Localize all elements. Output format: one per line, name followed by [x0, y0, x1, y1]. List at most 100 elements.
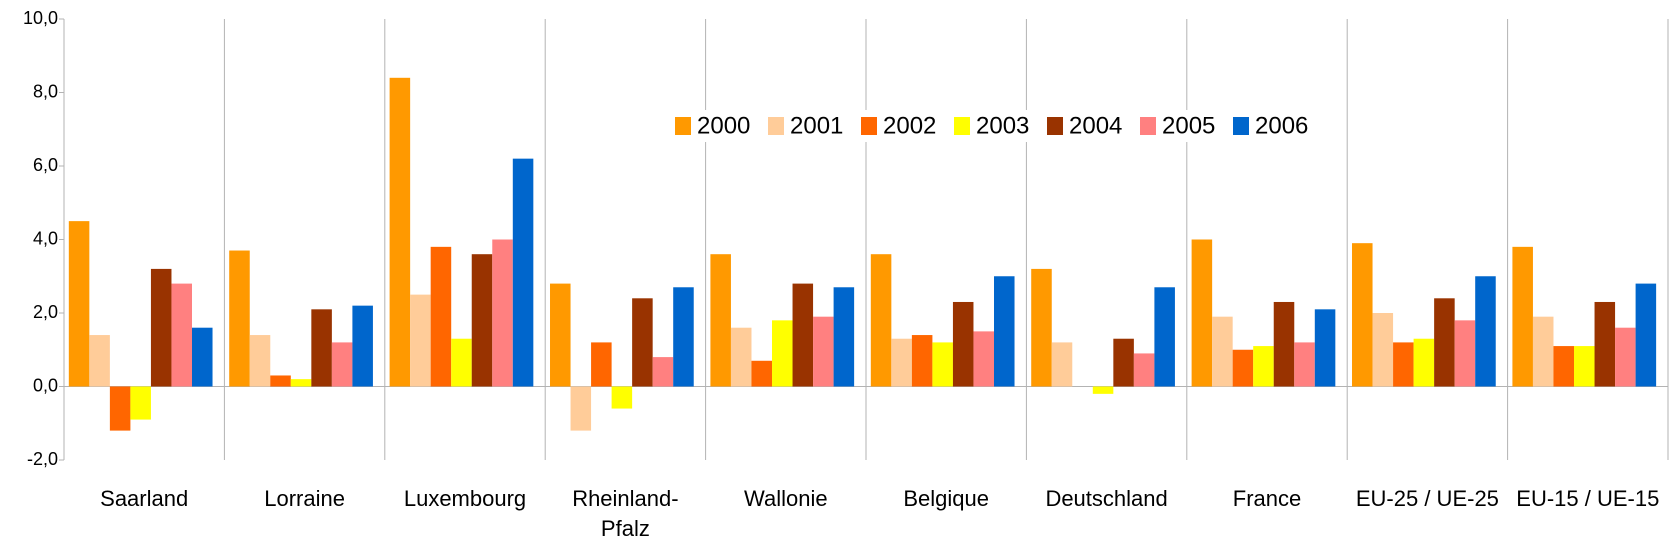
- bar: [813, 316, 834, 387]
- bar: [290, 379, 312, 387]
- bar: [1352, 243, 1373, 387]
- y-tick-label: 6,0: [33, 155, 58, 175]
- bar: [1253, 346, 1274, 387]
- bar: [833, 287, 855, 387]
- legend-swatch: [1140, 117, 1156, 135]
- y-tick-label: 0,0: [33, 375, 58, 395]
- y-tick-label: -2,0: [27, 449, 58, 469]
- bar: [150, 268, 172, 387]
- legend-label: 2004: [1069, 112, 1122, 139]
- bar: [772, 320, 793, 387]
- x-tick-label: EU-15 / UE-15: [1516, 486, 1660, 511]
- bar: [1372, 313, 1394, 387]
- bar: [492, 239, 513, 387]
- y-tick-label: 4,0: [33, 228, 58, 248]
- bar: [331, 342, 353, 387]
- bar: [1051, 342, 1073, 387]
- bar: [611, 386, 633, 409]
- bar: [171, 283, 192, 387]
- bar: [632, 298, 653, 387]
- bar: [1113, 338, 1134, 387]
- legend-swatch: [768, 117, 784, 135]
- bar: [512, 158, 534, 387]
- legend-swatch: [1047, 117, 1063, 135]
- legend-label: 2002: [883, 112, 936, 139]
- bar: [550, 283, 571, 387]
- bar: [1273, 301, 1295, 387]
- bar: [952, 301, 974, 387]
- bar: [1092, 386, 1114, 394]
- legend-label: 2003: [976, 112, 1029, 139]
- bar: [389, 77, 411, 387]
- bar: [730, 327, 752, 387]
- bar: [130, 386, 151, 420]
- bar: [89, 335, 110, 387]
- legend-swatch: [1233, 117, 1249, 135]
- bar: [191, 327, 213, 387]
- x-tick-label: Rheinland-Pfalz: [572, 486, 679, 541]
- bar: [229, 250, 250, 387]
- bar: [1553, 346, 1575, 387]
- bar: [68, 221, 90, 387]
- bar: [1191, 239, 1213, 387]
- bar: [249, 335, 271, 387]
- x-tick-label: EU-25 / UE-25: [1355, 486, 1499, 511]
- bar: [870, 254, 892, 387]
- bar: [1512, 246, 1533, 387]
- bar: [673, 287, 694, 387]
- y-tick-label: 2,0: [33, 302, 58, 322]
- bar: [270, 375, 291, 387]
- y-tick-label: 10,0: [23, 8, 58, 28]
- y-tick-label: 8,0: [33, 81, 58, 101]
- bar: [1314, 309, 1336, 387]
- bar: [1532, 316, 1554, 387]
- bar: [1594, 301, 1616, 387]
- bar: [1434, 298, 1455, 387]
- bar: [1635, 283, 1657, 387]
- bar: [570, 386, 592, 431]
- bar: [932, 342, 953, 387]
- bar: [430, 246, 452, 387]
- bar: [451, 338, 472, 387]
- bar: [993, 276, 1015, 387]
- bar: [1154, 287, 1175, 387]
- x-tick-label: Lorraine: [264, 486, 345, 511]
- bar: [1212, 316, 1233, 387]
- legend-swatch: [954, 117, 970, 135]
- x-tick-label: Deutschland: [1045, 486, 1168, 511]
- bar: [1232, 349, 1254, 387]
- legend-swatch: [861, 117, 877, 135]
- x-tick-label: France: [1232, 486, 1302, 511]
- bar: [1413, 338, 1435, 387]
- bar: [591, 342, 612, 387]
- x-tick-label: Saarland: [100, 486, 189, 511]
- bar: [792, 283, 814, 387]
- bar: [1294, 342, 1315, 387]
- bar: [1133, 353, 1155, 387]
- bar: [751, 360, 773, 387]
- bar: [891, 338, 912, 387]
- x-tick-label: Luxembourg: [403, 486, 527, 511]
- bar: [1574, 346, 1595, 387]
- bar: [1615, 327, 1636, 387]
- bar: [471, 254, 493, 387]
- bar: [1475, 276, 1496, 387]
- legend-label: 2000: [697, 112, 750, 139]
- bar: [710, 254, 731, 387]
- bar: [1393, 342, 1414, 387]
- bar: [311, 309, 332, 387]
- legend-swatch: [675, 117, 691, 135]
- legend-label: 2005: [1162, 112, 1215, 139]
- bar: [1454, 320, 1476, 387]
- x-tick-label: Belgique: [903, 486, 989, 511]
- bar: [1031, 268, 1052, 387]
- bar: [410, 294, 431, 387]
- bar: [911, 335, 933, 387]
- x-tick-label: Wallonie: [744, 486, 828, 511]
- legend-label: 2001: [790, 112, 843, 139]
- bar: [973, 331, 994, 387]
- legend-label: 2006: [1255, 112, 1308, 139]
- bar: [109, 386, 131, 431]
